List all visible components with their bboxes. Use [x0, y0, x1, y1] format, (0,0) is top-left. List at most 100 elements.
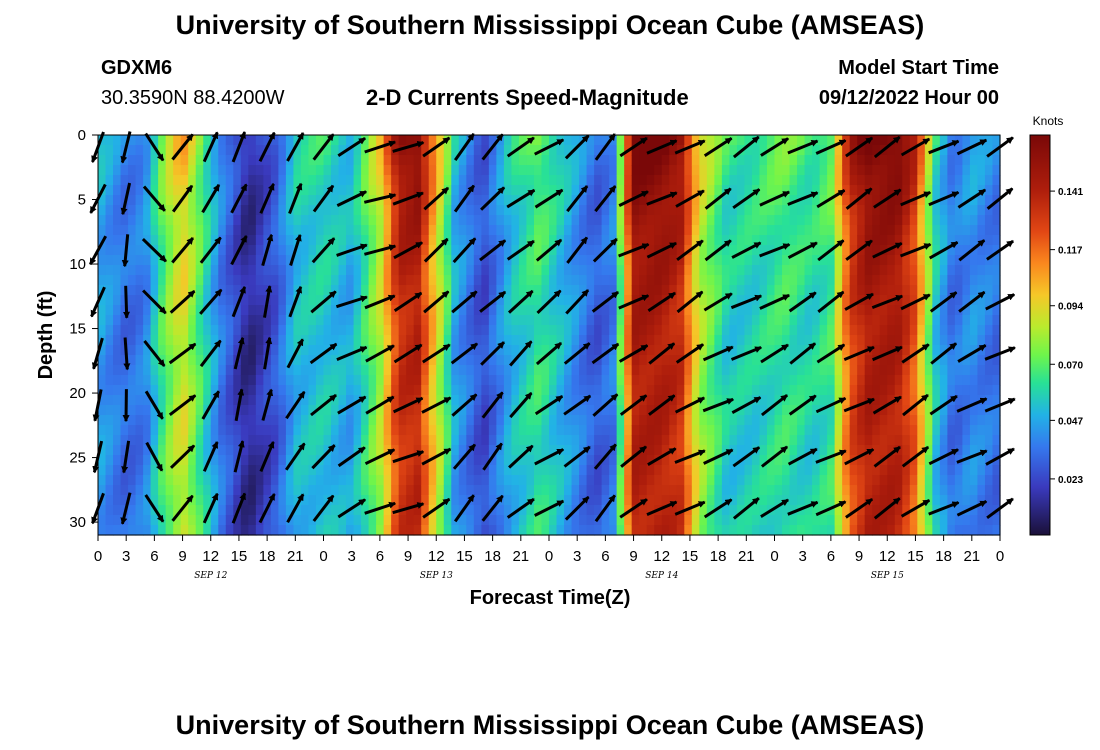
heatmap-cell: [804, 455, 813, 466]
heatmap-cell: [541, 375, 550, 386]
heatmap-cell: [293, 365, 302, 376]
heatmap-cell: [143, 515, 152, 526]
heatmap-cell: [458, 205, 467, 216]
heatmap-cell: [939, 385, 948, 396]
heatmap-cell: [992, 215, 1001, 226]
heatmap-cell: [669, 505, 678, 516]
heatmap-cell: [210, 425, 219, 436]
heatmap-cell: [549, 235, 558, 246]
heatmap-cell: [571, 305, 580, 316]
heatmap-cell: [879, 155, 888, 166]
heatmap-cell: [954, 375, 964, 386]
heatmap-cell: [654, 355, 663, 366]
heatmap-cell: [218, 445, 227, 456]
heatmap-cell: [376, 315, 385, 326]
heatmap-cell: [323, 445, 332, 456]
heatmap-cell: [481, 285, 490, 296]
heatmap-cell: [255, 335, 264, 346]
heatmap-cell: [473, 515, 482, 526]
heatmap-cell: [308, 445, 317, 456]
heatmap-cell: [488, 415, 497, 426]
heatmap-cell: [962, 415, 971, 426]
heatmap-cell: [451, 385, 460, 396]
heatmap-cell: [992, 335, 1001, 346]
heatmap-cell: [909, 445, 918, 456]
heatmap-cell: [639, 225, 648, 236]
heatmap-cell: [631, 505, 640, 516]
heatmap-cell: [128, 325, 137, 336]
heatmap-cell: [939, 315, 948, 326]
heatmap-cell: [564, 445, 573, 456]
heatmap-cell: [699, 295, 708, 306]
heatmap-cell: [947, 225, 956, 236]
heatmap-cell: [413, 205, 422, 216]
heatmap-cell: [225, 265, 234, 276]
heatmap-cell: [631, 415, 640, 426]
heatmap-cell: [714, 485, 723, 496]
heatmap-cell: [917, 435, 926, 446]
heatmap-cell: [549, 225, 558, 236]
heatmap-cell: [293, 175, 302, 186]
heatmap-cell: [391, 525, 400, 536]
heatmap-cell: [180, 135, 189, 146]
heatmap-cell: [135, 515, 144, 526]
heatmap-cell: [834, 465, 843, 476]
heatmap-cell: [879, 435, 888, 446]
heatmap-cell: [195, 385, 204, 396]
heatmap-cell: [518, 225, 528, 236]
heatmap-cell: [579, 295, 588, 306]
heatmap-cell: [406, 365, 415, 376]
heatmap-cell: [195, 175, 204, 186]
heatmap-cell: [165, 485, 174, 496]
heatmap-cell: [173, 225, 182, 236]
heatmap-cell: [135, 475, 144, 486]
heatmap-cell: [939, 475, 948, 486]
heatmap-cell: [594, 185, 603, 196]
heatmap-cell: [248, 515, 257, 526]
heatmap-cell: [315, 365, 325, 376]
heatmap-cell: [225, 135, 234, 146]
heatmap-cell: [240, 175, 249, 186]
heatmap-cell: [203, 435, 212, 446]
heatmap-cell: [789, 335, 798, 346]
heatmap-cell: [736, 495, 746, 506]
heatmap-cell: [564, 475, 573, 486]
heatmap-cell: [218, 265, 227, 276]
heatmap-cell: [533, 455, 543, 466]
heatmap-cell: [691, 335, 700, 346]
heatmap-cell: [413, 355, 422, 366]
heatmap-cell: [383, 155, 392, 166]
heatmap-cell: [113, 285, 122, 296]
heatmap-cell: [195, 435, 204, 446]
heatmap-cell: [113, 195, 122, 206]
heatmap-cell: [518, 465, 528, 476]
heatmap-cell: [368, 175, 377, 186]
heatmap-cell: [872, 175, 881, 186]
heatmap-cell: [736, 395, 746, 406]
heatmap-cell: [797, 365, 806, 376]
heatmap-cell: [714, 355, 723, 366]
heatmap-cell: [887, 305, 896, 316]
heatmap-cell: [496, 395, 505, 406]
heatmap-cell: [812, 505, 821, 516]
heatmap-cell: [609, 245, 618, 256]
heatmap-cell: [331, 165, 340, 176]
heatmap-cell: [969, 355, 979, 366]
heatmap-cell: [797, 215, 806, 226]
heatmap-cell: [503, 505, 513, 516]
heatmap-cell: [766, 395, 776, 406]
heatmap-cell: [751, 305, 761, 316]
heatmap-cell: [180, 485, 189, 496]
heatmap-cell: [992, 295, 1001, 306]
heatmap-cell: [173, 385, 182, 396]
heatmap-cell: [579, 365, 588, 376]
heatmap-cell: [135, 285, 144, 296]
heatmap-cell: [842, 235, 851, 246]
heatmap-cell: [210, 325, 219, 336]
heatmap-cell: [564, 275, 573, 286]
heatmap-cell: [128, 445, 137, 456]
current-arrow: [199, 339, 222, 368]
heatmap-cell: [984, 305, 994, 316]
current-arrow: [337, 498, 366, 519]
heatmap-cell: [699, 275, 708, 286]
